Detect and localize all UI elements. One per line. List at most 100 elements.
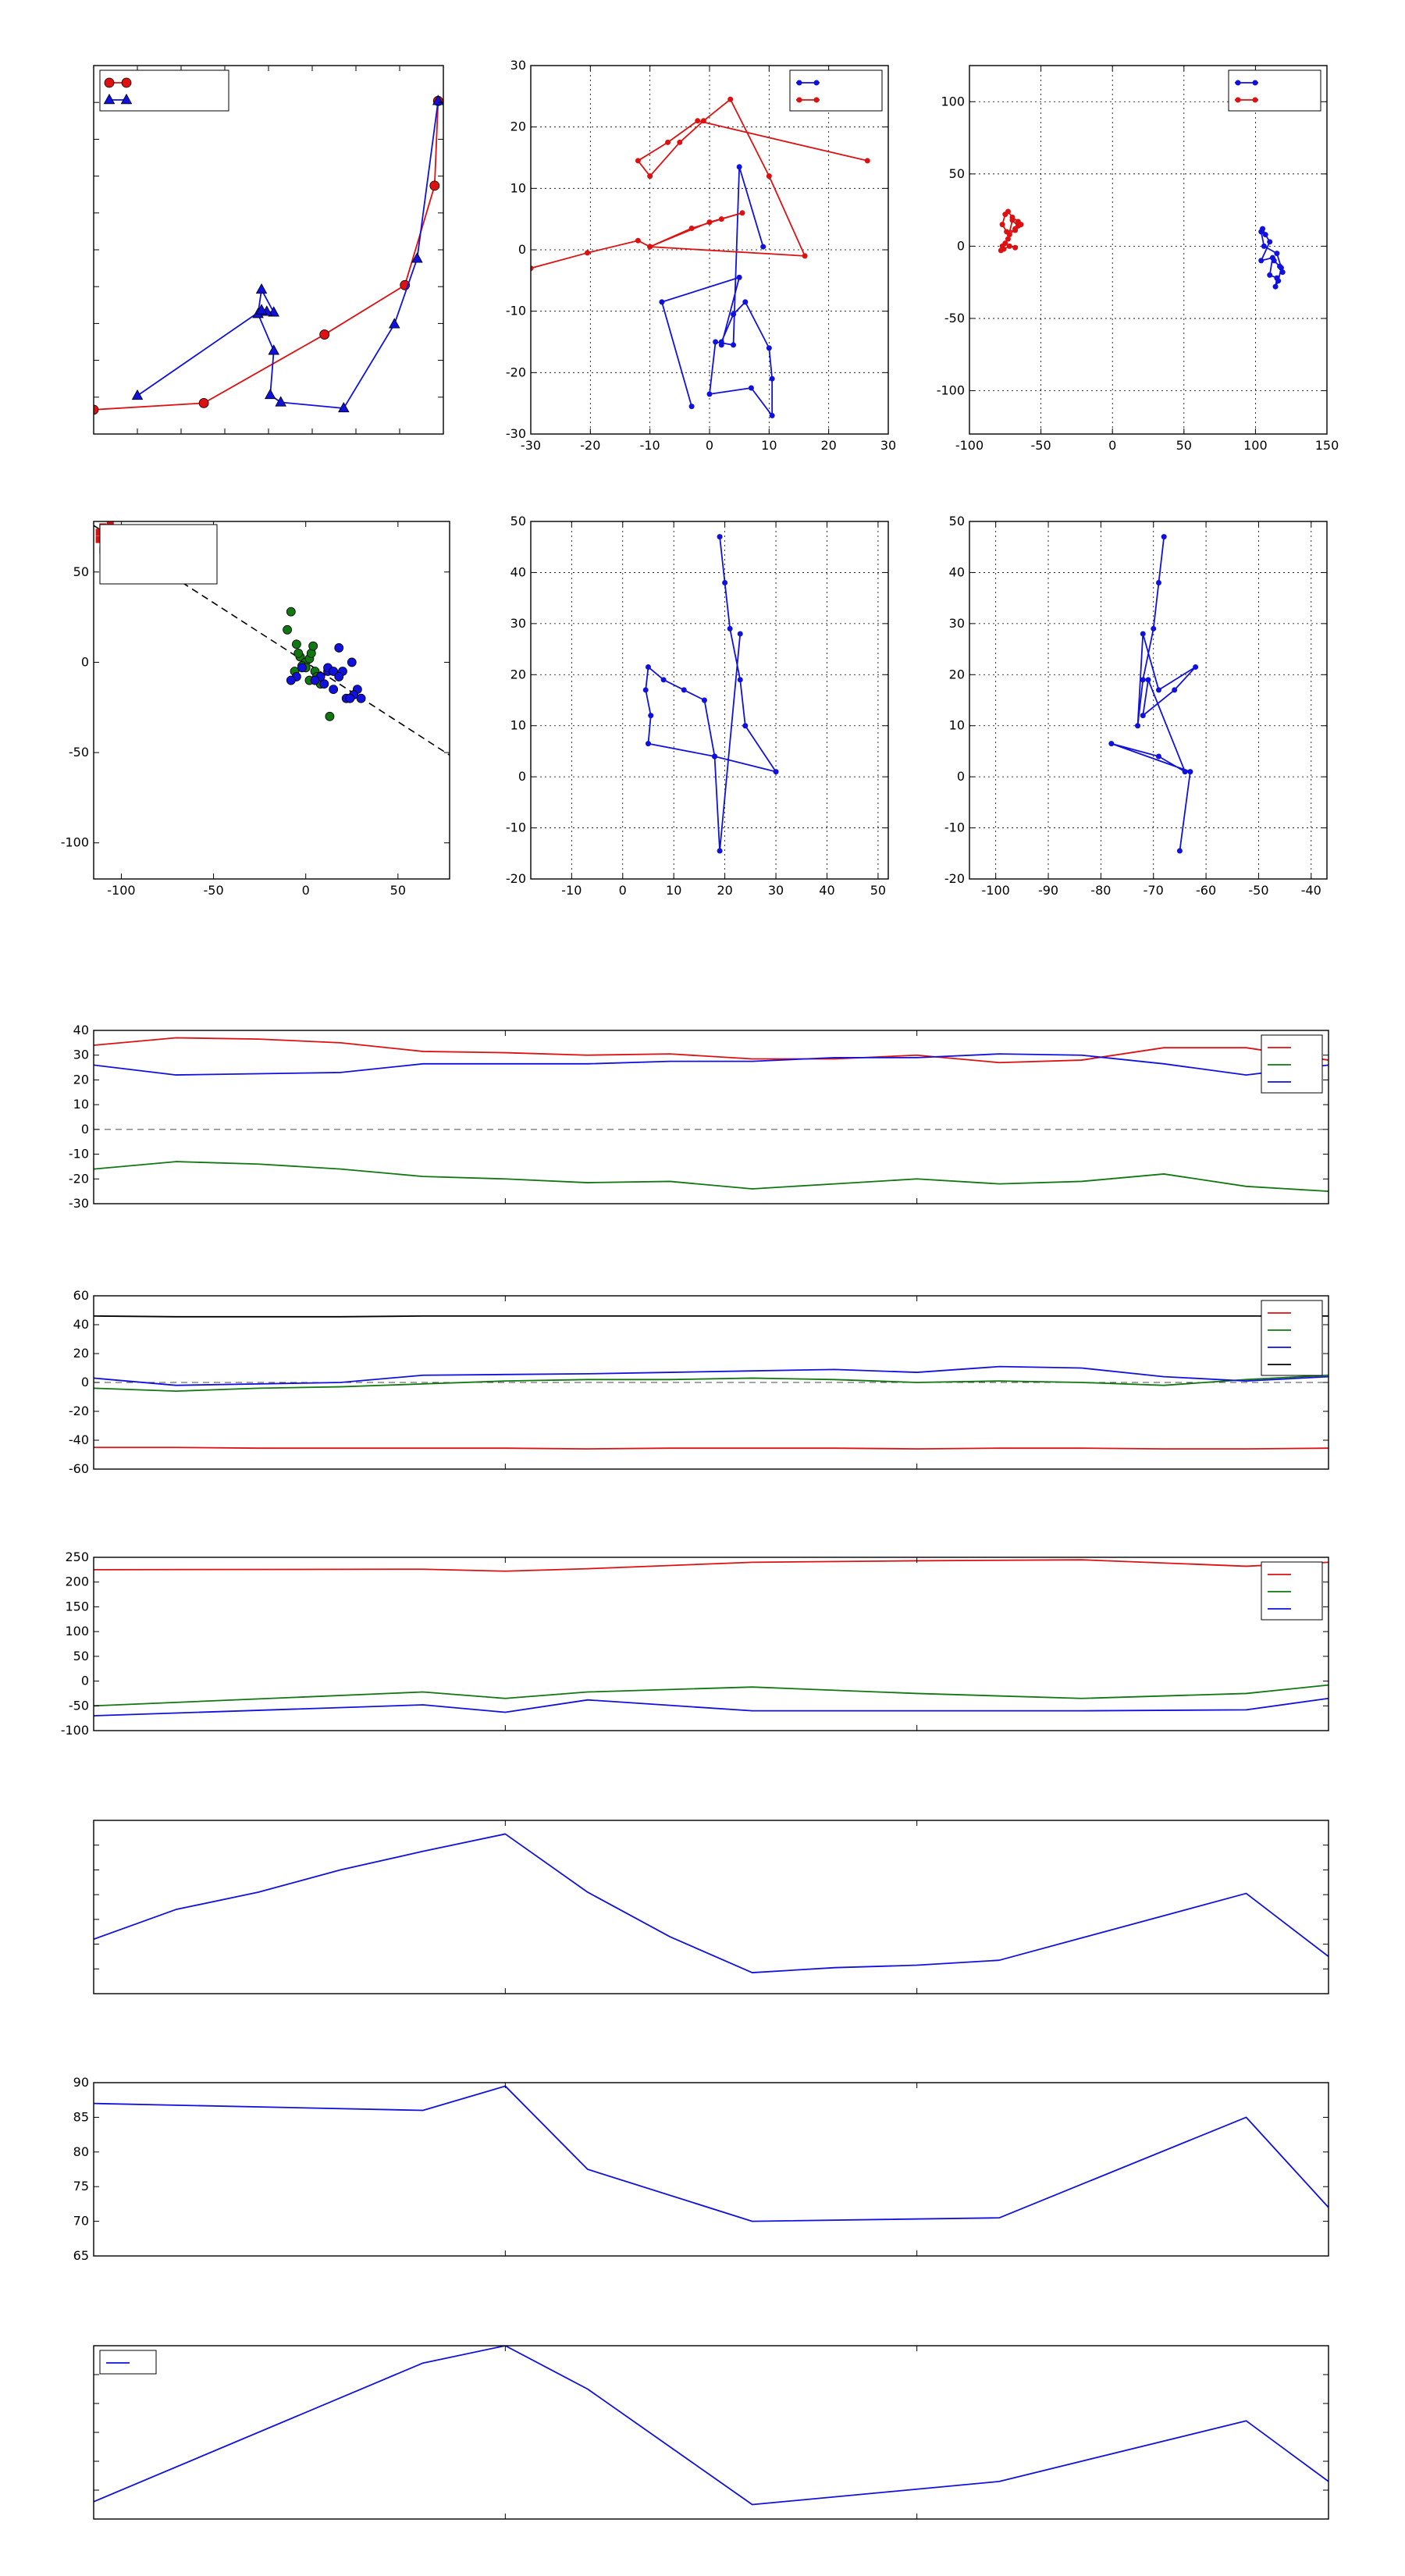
- y-tick-label: 20: [949, 667, 965, 681]
- data-point: [727, 625, 733, 632]
- x-tick-label: 10: [666, 883, 681, 898]
- y-tick-label: -100: [937, 382, 965, 397]
- data-point: [319, 679, 329, 689]
- data-point: [1151, 625, 1157, 632]
- y-tick-label: -50: [69, 1698, 89, 1713]
- data-point: [286, 675, 296, 685]
- data-point: [1277, 263, 1283, 269]
- data-point: [1145, 677, 1151, 683]
- legend: [99, 2350, 157, 2375]
- data-point: [688, 225, 695, 231]
- data-point: [389, 318, 400, 329]
- chart-c3: -100 -50 0 50 100 150 -100 -50 0 50 100: [937, 65, 1339, 453]
- data-point: [338, 401, 350, 413]
- x-tick-label: 0: [1108, 438, 1116, 453]
- y-tick-label: 30: [510, 616, 526, 631]
- data-point: [1187, 769, 1193, 775]
- legend-marker: [1235, 80, 1241, 86]
- data-point: [706, 391, 713, 397]
- y-tick-label: 0: [81, 1674, 89, 1688]
- data-point: [864, 158, 870, 164]
- data-point: [329, 667, 339, 676]
- y-tick-label: 70: [73, 2214, 89, 2229]
- axes-frame: [530, 521, 889, 880]
- y-tick-label: 20: [510, 119, 526, 134]
- y-tick-label: 40: [73, 1023, 89, 1037]
- legend: [1228, 69, 1321, 112]
- y-tick-label: -20: [506, 365, 526, 379]
- x-tick-label: -20: [580, 438, 600, 453]
- x-tick-label: -10: [561, 883, 582, 898]
- x-tick-label: 50: [870, 883, 886, 898]
- x-tick-label: 30: [880, 438, 896, 453]
- y-tick-label: -20: [69, 1171, 89, 1186]
- y-tick-label: 50: [949, 514, 965, 528]
- data-point: [642, 687, 649, 693]
- series-line-Vn: [94, 1697, 1329, 1717]
- data-point: [1006, 243, 1012, 249]
- y-tick-label: 40: [510, 564, 526, 579]
- data-point: [737, 631, 743, 637]
- data-point: [760, 244, 767, 250]
- data-point: [660, 677, 667, 683]
- data-point: [766, 345, 772, 351]
- plot-area: [531, 521, 888, 879]
- legend-marker: [796, 80, 802, 86]
- y-tick-label: 200: [65, 1574, 89, 1589]
- legend-marker: [104, 77, 115, 88]
- y-tick-label: -100: [61, 835, 89, 850]
- series-line-Np: [94, 2085, 1329, 2222]
- data-point: [255, 304, 268, 315]
- data-point: [1135, 723, 1141, 729]
- x-tick-label: -100: [982, 883, 1010, 898]
- legend-marker: [1235, 97, 1241, 103]
- data-point: [1108, 741, 1115, 747]
- y-tick-label: 80: [73, 2144, 89, 2159]
- x-tick-label: -80: [1090, 883, 1111, 898]
- data-point: [1155, 580, 1161, 586]
- data-point: [1261, 243, 1267, 249]
- legend-box: [1261, 1561, 1323, 1621]
- data-point: [769, 375, 775, 382]
- data-point: [95, 535, 103, 543]
- y-tick-label: 50: [510, 514, 526, 528]
- axes-frame: [93, 521, 450, 880]
- data-point: [736, 274, 742, 280]
- y-tick-label: -20: [506, 871, 526, 886]
- data-point: [1015, 222, 1021, 229]
- y-tick-label: 10: [73, 1097, 89, 1112]
- data-point: [286, 607, 296, 617]
- data-point: [737, 677, 743, 683]
- y-tick-label: -60: [69, 1461, 89, 1476]
- data-point: [283, 624, 292, 635]
- x-tick-label: -50: [1248, 883, 1268, 898]
- data-point: [293, 648, 304, 658]
- x-tick-label: 10: [761, 438, 777, 453]
- data-point: [411, 252, 423, 263]
- series-line-By': [94, 1374, 1329, 1392]
- data-point: [999, 222, 1005, 228]
- data-point: [429, 180, 440, 191]
- data-point: [647, 244, 653, 250]
- data-point: [347, 657, 357, 667]
- plot-area: [94, 1315, 1329, 1450]
- legend-marker: [796, 97, 802, 103]
- data-point: [713, 339, 719, 345]
- data-point: [1262, 232, 1268, 238]
- legend: [1261, 1300, 1323, 1376]
- data-point: [1012, 227, 1019, 233]
- data-point: [647, 173, 653, 180]
- legend-marker: [1252, 97, 1258, 103]
- series-line-V: [645, 536, 777, 852]
- legend-box: [1261, 1034, 1323, 1094]
- chart-c7: -30 -20 -10 0 10 20 30 40: [69, 1023, 1329, 1211]
- data-point: [131, 389, 144, 400]
- stats-box: [99, 524, 218, 585]
- chart-c5: -10 0 10 20 30 40 50 -20 -10 0 10 20 30 40 50: [506, 514, 889, 898]
- y-tick-label: 20: [73, 1072, 89, 1087]
- data-point: [356, 693, 366, 703]
- data-point: [1279, 269, 1286, 276]
- y-tick-label: 30: [949, 616, 965, 631]
